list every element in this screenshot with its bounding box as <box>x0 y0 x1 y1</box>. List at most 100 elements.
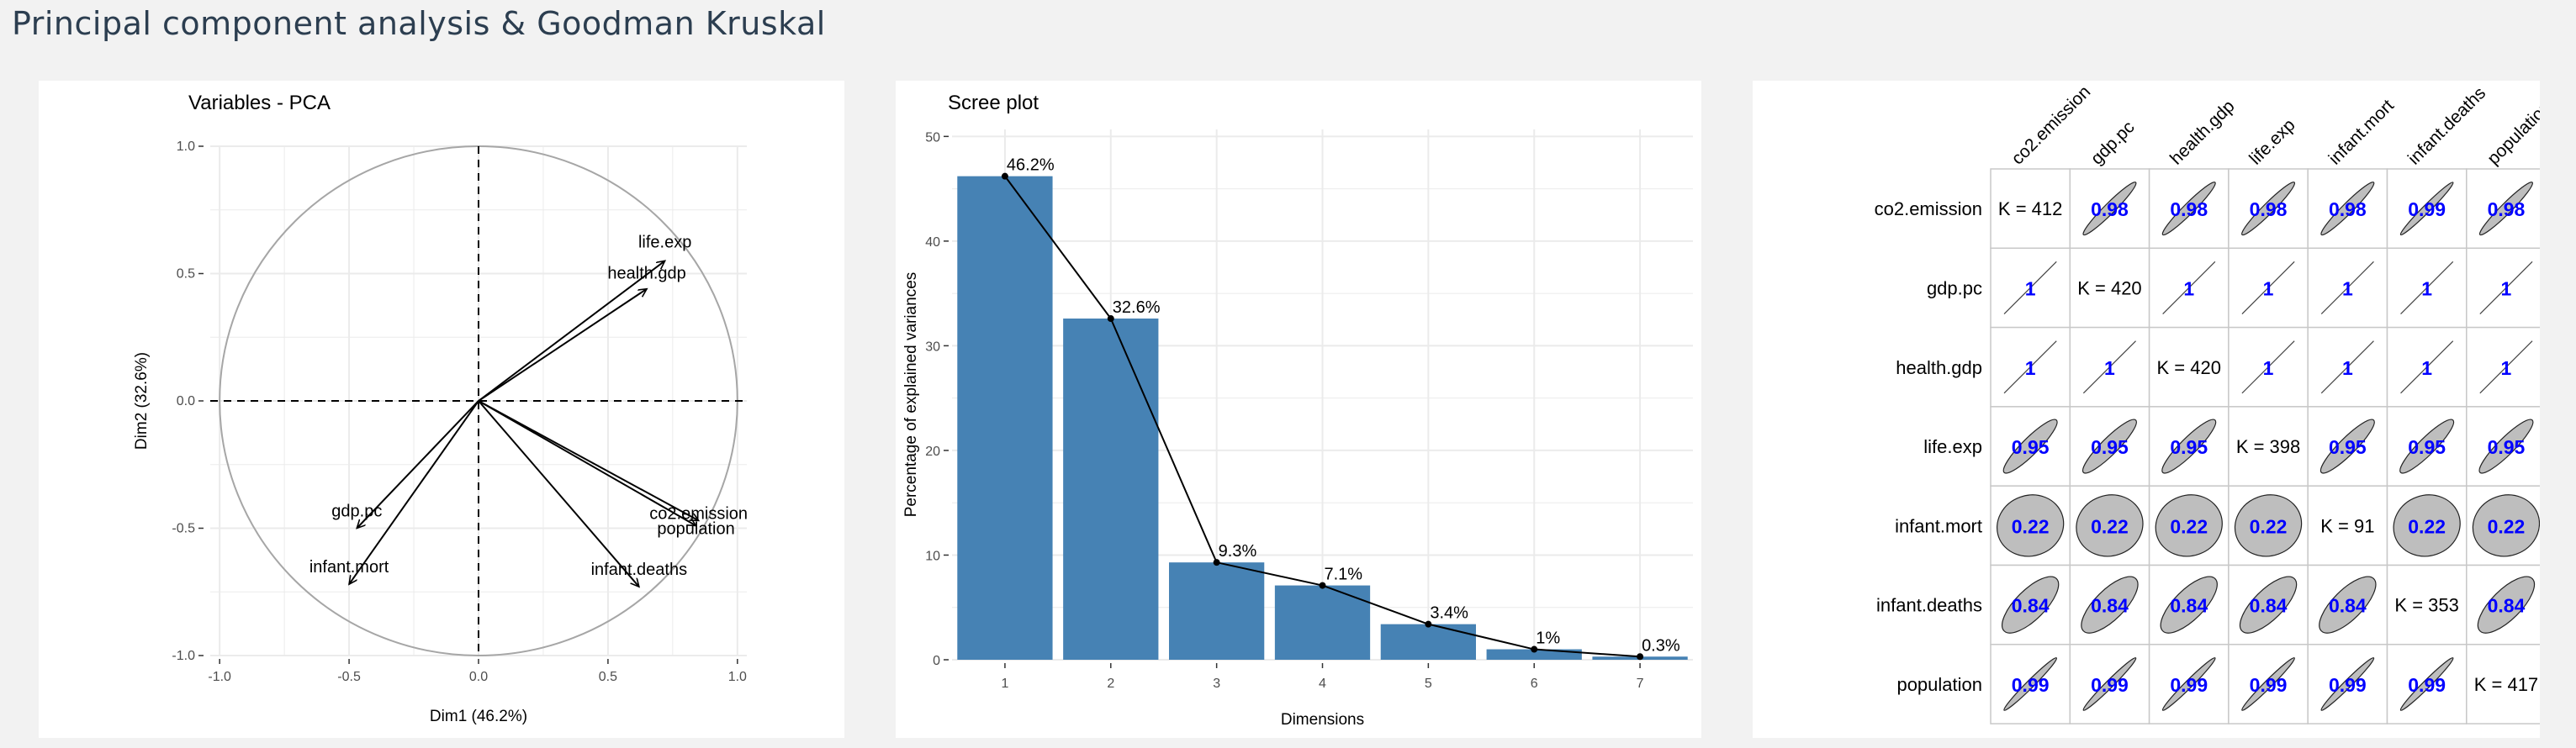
y-tick-label: 1.0 <box>177 140 195 154</box>
association-line <box>2003 340 2057 394</box>
association-value: 1 <box>2421 277 2432 299</box>
variable-label: infant.mort <box>309 558 389 577</box>
bar-dim-5 <box>1380 624 1476 660</box>
variable-arrow-gdp-pc <box>357 400 479 529</box>
association-value: 1 <box>2501 357 2512 379</box>
association-value: 1 <box>2104 357 2115 379</box>
association-line <box>2400 340 2454 394</box>
association-value: 0.99 <box>2408 198 2446 220</box>
variance-point <box>1213 559 1220 566</box>
association-value: 1 <box>2025 277 2036 299</box>
row-label: infant.deaths <box>1876 595 1982 616</box>
y-tick-label: 0 <box>933 654 940 668</box>
association-line <box>2241 340 2295 394</box>
association-value: 0.95 <box>2091 436 2129 458</box>
variable-label: infant.deaths <box>591 561 688 579</box>
column-label: health.gdp <box>2166 97 2239 169</box>
association-value: 0.84 <box>2170 595 2208 617</box>
data-label: 3.4% <box>1430 604 1468 623</box>
x-tick-label: 4 <box>1319 677 1326 691</box>
association-line <box>2082 340 2136 394</box>
row-label: population <box>1896 674 1982 695</box>
bar-dim-1 <box>957 176 1053 660</box>
association-value: 0.95 <box>2170 436 2208 458</box>
goodman-kruskal-matrix: K = 412 0.98 0.98 0.98 0.98 0.99 0.98 1 K = 420 1… <box>1875 82 2540 724</box>
matrix-cell <box>2228 406 2309 487</box>
association-ellipse <box>2320 182 2375 236</box>
association-line <box>2003 261 2057 314</box>
x-tick-label: -1.0 <box>208 670 231 684</box>
variance-point <box>1319 582 1326 589</box>
row-label: health.gdp <box>1896 357 1982 378</box>
association-ellipse <box>2161 657 2216 711</box>
column-label: infant.mort <box>2325 96 2399 169</box>
y-tick-label: 30 <box>925 340 940 354</box>
data-label: 9.3% <box>1219 542 1257 561</box>
association-ellipse <box>2241 657 2295 711</box>
association-line <box>2320 261 2374 314</box>
diagonal-count: K = 417 <box>2474 674 2538 695</box>
association-ellipse <box>2478 419 2534 474</box>
association-value: 0.95 <box>2329 436 2367 458</box>
association-value: 1 <box>2263 277 2274 299</box>
association-value: 0.99 <box>2170 674 2208 696</box>
association-ellipse <box>1996 494 2065 557</box>
x-axis-label: Dim1 (46.2%) <box>430 708 527 725</box>
association-ellipse <box>2082 657 2137 711</box>
y-tick-label: 50 <box>925 130 940 145</box>
column-label: gdp.pc <box>2087 118 2139 169</box>
association-ellipse <box>2241 182 2296 236</box>
x-tick-label: 3 <box>1213 677 1220 691</box>
y-tick-label: -1.0 <box>172 649 195 663</box>
association-line <box>2162 261 2216 314</box>
pca-variables-panel: -1.0 -0.5 0.0 0.5 1.0 -1.0 -0.5 0.0 0.5 1.0 life.e… <box>39 81 844 738</box>
variable-label: population <box>657 519 734 538</box>
data-label: 1% <box>1536 629 1560 648</box>
matrix-cell <box>2069 247 2150 329</box>
association-ellipse <box>2161 182 2216 236</box>
association-value: 0.98 <box>2170 198 2208 220</box>
association-value: 0.99 <box>2408 674 2446 696</box>
association-value: 0.99 <box>2091 674 2129 696</box>
association-value: 0.84 <box>2012 595 2050 617</box>
association-value: 1 <box>2501 277 2512 299</box>
association-value: 0.98 <box>2488 198 2526 220</box>
diagonal-count: K = 412 <box>1998 198 2062 219</box>
association-ellipse <box>2399 657 2454 711</box>
row-label: gdp.pc <box>1927 277 1982 298</box>
x-tick-label: 7 <box>1637 677 1644 691</box>
diagonal-count: K = 420 <box>2157 357 2221 378</box>
association-ellipse <box>2393 494 2461 557</box>
y-tick-label: 0.0 <box>177 394 195 408</box>
association-ellipse <box>2320 657 2375 711</box>
association-ellipse <box>2082 182 2137 236</box>
association-line <box>2479 340 2533 394</box>
scree-plot-panel: 46.2% 32.6% 9.3% 7.1% 3.4% 1% 0.3% 0 10 20 30 40 50 1… <box>896 81 1701 738</box>
matrix-cell <box>2466 247 2540 329</box>
y-tick-label: 10 <box>925 549 940 563</box>
association-value: 1 <box>2183 277 2194 299</box>
association-line <box>2479 261 2533 314</box>
association-ellipse <box>2003 657 2058 711</box>
scree-plot-chart: 46.2% 32.6% 9.3% 7.1% 3.4% 1% 0.3% 0 10 20 30 40 50 1… <box>902 92 1693 729</box>
variable-label: co2.emission <box>649 504 748 523</box>
association-ellipse <box>2002 419 2058 474</box>
association-value: 0.98 <box>2091 198 2129 220</box>
association-value: 0.84 <box>2488 595 2526 617</box>
variable-arrow-infant-mort <box>349 400 479 584</box>
variable-arrow-health-gdp <box>478 289 647 402</box>
association-line <box>2400 261 2454 314</box>
association-ellipse <box>2477 576 2536 634</box>
y-axis-label: Dim2 (32.6%) <box>133 352 151 450</box>
variable-arrow-population <box>478 400 696 525</box>
association-line <box>2320 340 2374 394</box>
data-label: 0.3% <box>1642 636 1680 655</box>
y-tick-label: -0.5 <box>172 522 195 536</box>
association-value: 0.22 <box>2012 515 2050 537</box>
row-label: life.exp <box>1923 436 1982 457</box>
variable-label: gdp.pc <box>331 503 382 521</box>
association-ellipse <box>2478 182 2533 236</box>
association-value: 0.84 <box>2250 595 2288 617</box>
association-value: 1 <box>2342 357 2353 379</box>
y-tick-label: 0.5 <box>177 267 195 282</box>
